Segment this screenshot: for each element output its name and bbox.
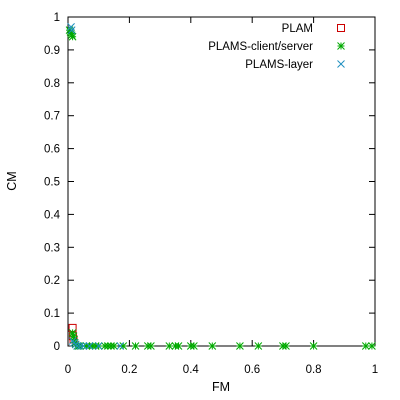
y-tick-label: 0.2 [44, 275, 60, 287]
x-tick-label: 0.2 [121, 364, 137, 376]
data-point [116, 342, 125, 350]
y-tick-label: 0.4 [44, 209, 61, 221]
legend-marker [337, 60, 345, 68]
data-point [361, 342, 370, 350]
data-point [190, 342, 198, 350]
data-point [131, 342, 140, 350]
data-point [76, 342, 85, 350]
y-tick-label: 0.6 [44, 144, 60, 156]
x-tick-label: 0.8 [306, 364, 322, 376]
y-tick-label: 0.9 [44, 45, 60, 57]
data-point [174, 342, 183, 350]
legend-label: PLAM [282, 23, 313, 35]
y-tick-label: 0 [54, 341, 60, 353]
data-point [79, 342, 88, 350]
data-point [208, 342, 217, 350]
legend: PLAM PLAMS-client/server PLAMS-layer [208, 23, 345, 71]
data-point [67, 26, 76, 35]
x-tick-label: 0.4 [183, 364, 200, 376]
data-point [73, 342, 82, 350]
data-point [236, 342, 244, 350]
x-tick-label: 1 [372, 364, 378, 376]
plot-frame [67, 16, 376, 347]
data-point [68, 32, 77, 41]
data-point [110, 342, 118, 350]
y-tick-label: 0.8 [44, 78, 60, 90]
y-tick-label: 0.3 [44, 242, 60, 254]
series-1 [65, 26, 376, 350]
data-point [309, 342, 318, 350]
legend-label: PLAMS-client/server [208, 41, 313, 53]
data-point [368, 342, 376, 350]
data-points [65, 23, 376, 350]
data-point [165, 342, 174, 350]
data-point [67, 23, 75, 31]
data-point [282, 342, 290, 350]
y-tick-label: 0.5 [44, 177, 60, 189]
legend-marker [337, 42, 345, 50]
data-point [94, 342, 103, 350]
y-tick-label: 0.1 [44, 308, 60, 320]
y-tick-label: 1 [54, 12, 60, 24]
legend-label: PLAMS-layer [245, 59, 313, 71]
series-2 [67, 23, 125, 350]
data-point [147, 342, 155, 350]
y-tick-label: 0.7 [44, 111, 60, 123]
data-point [85, 342, 94, 350]
legend-marker [337, 24, 345, 32]
y-axis-title: CM [5, 171, 19, 190]
x-tick-label: 0 [65, 364, 71, 376]
x-tick-label: 0.6 [244, 364, 260, 376]
x-axis-title: FM [212, 380, 230, 394]
plot-border [67, 16, 376, 347]
axis-ticks: 0 0.2 0.4 0.6 0.8 1 0 0.1 0.2 0.3 0.4 0.5 0.6 0.7 0.8 0… [44, 12, 378, 376]
data-point [119, 342, 128, 350]
data-point [254, 342, 263, 350]
